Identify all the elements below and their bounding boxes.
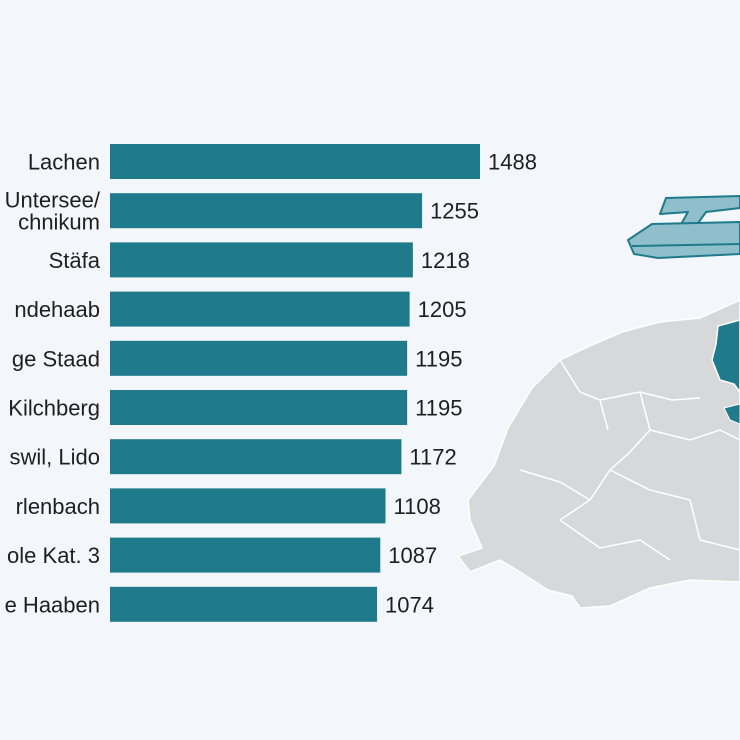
category-label: Kilchberg xyxy=(8,396,100,421)
value-label: 1195 xyxy=(415,346,462,371)
category-label: ole Kat. 3 xyxy=(7,543,100,568)
value-label: 1172 xyxy=(409,445,456,470)
category-label-line: chnikum xyxy=(18,210,100,235)
bars-group: 1488 Lachen 1255 Untersee/chnikum 1218 Stäfa 1… xyxy=(5,144,537,622)
category-label-line: Untersee/ xyxy=(5,188,101,213)
value-label: 1074 xyxy=(385,592,434,617)
category-label: ndehaab xyxy=(14,297,100,322)
bar xyxy=(110,242,413,278)
boat-hull xyxy=(627,221,740,259)
boat-stripe xyxy=(631,243,740,247)
bar xyxy=(110,439,402,475)
bar xyxy=(110,144,480,179)
value-label: 1255 xyxy=(430,199,479,224)
map-canton-highlight xyxy=(711,319,740,394)
ferry-boat-icon xyxy=(627,195,740,259)
bar xyxy=(110,537,381,573)
category-label: Untersee/chnikum xyxy=(5,188,101,235)
category-label: rlenbach xyxy=(16,494,100,519)
bar xyxy=(110,586,378,622)
map-inner-borders xyxy=(519,359,740,561)
category-label: e Haaben xyxy=(5,592,100,617)
bar xyxy=(110,488,386,524)
bar xyxy=(110,390,408,425)
value-label: 1205 xyxy=(418,297,467,322)
bar xyxy=(110,340,408,376)
category-label: Stäfa xyxy=(49,248,101,273)
switzerland-map-icon xyxy=(456,299,740,609)
value-label: 1195 xyxy=(415,396,462,421)
value-label: 1218 xyxy=(421,248,470,273)
value-label: 1488 xyxy=(488,150,537,175)
value-label: 1087 xyxy=(388,543,437,568)
map-land xyxy=(456,299,740,609)
category-label: Lachen xyxy=(28,150,100,175)
bar xyxy=(110,193,423,229)
map-lake-highlight xyxy=(723,403,740,425)
category-label: ge Staad xyxy=(12,346,100,371)
bar xyxy=(110,291,410,327)
category-label: swil, Lido xyxy=(10,445,100,470)
value-label: 1108 xyxy=(394,494,441,519)
